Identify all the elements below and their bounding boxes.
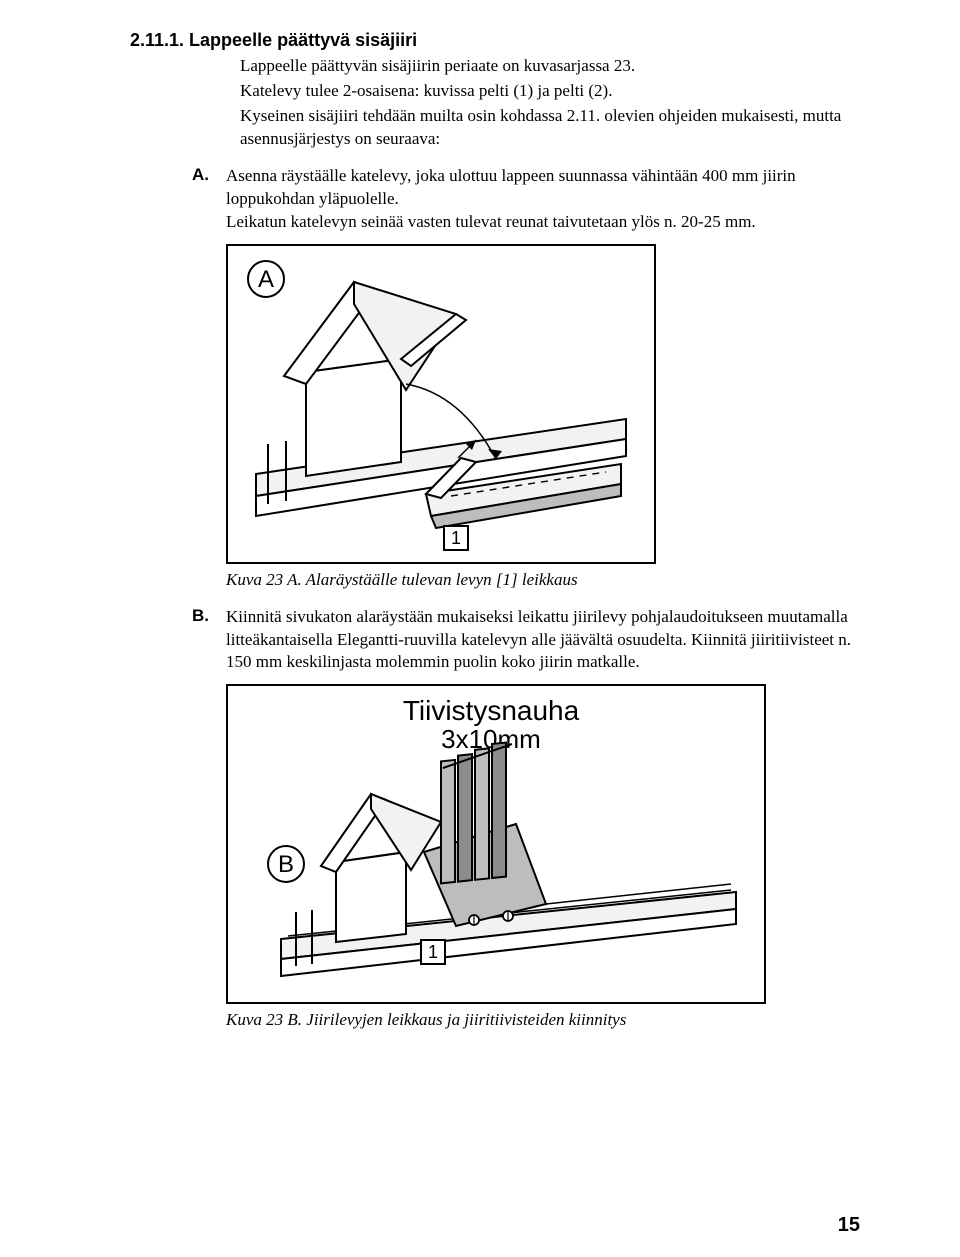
intro-line: Lappeelle päättyvän sisäjiirin periaate … [240,55,860,78]
figure-a: A [226,244,860,564]
intro-line: Kyseinen sisäjiiri tehdään muilta osin k… [240,105,860,151]
fig-b-title1: Tiivistysnauha [403,695,580,726]
step-text: Kiinnitä sivukaton alaräystään mukaiseks… [226,606,860,675]
figure-b: Tiivistysnauha 3x10mm B [226,684,860,1004]
step-b: B. Kiinnitä sivukaton alaräystään mukais… [192,606,860,675]
step-body: Kiinnitä sivukaton alaräystään mukaiseks… [226,606,860,675]
step-text: Leikatun katelevyn seinää vasten tulevat… [226,211,860,234]
step-marker: A. [192,165,226,234]
step-marker: B. [192,606,226,675]
intro-block: Lappeelle päättyvän sisäjiirin periaate … [240,55,860,151]
fig-b-circle-label: B [278,851,294,878]
section-heading: 2.11.1. Lappeelle päättyvä sisäjiiri [130,30,860,51]
fig-a-box-label: 1 [451,528,461,548]
page-number: 15 [838,1214,860,1237]
step-body: Asenna räystäälle katelevy, joka ulottuu… [226,165,860,234]
figure-b-svg: Tiivistysnauha 3x10mm B [226,684,766,1004]
figure-b-caption: Kuva 23 B. Jiirilevyjen leikkaus ja jiir… [226,1010,860,1030]
figure-a-caption: Kuva 23 A. Alaräystäälle tulevan levyn [… [226,570,860,590]
fig-a-circle-label: A [258,266,274,293]
step-a: A. Asenna räystäälle katelevy, joka ulot… [192,165,860,234]
fig-b-box-label: 1 [428,942,438,962]
page: 2.11.1. Lappeelle päättyvä sisäjiiri Lap… [0,0,960,1257]
intro-line: Katelevy tulee 2-osaisena: kuvissa pelti… [240,80,860,103]
step-text: Asenna räystäälle katelevy, joka ulottuu… [226,165,860,211]
figure-a-svg: A [226,244,656,564]
